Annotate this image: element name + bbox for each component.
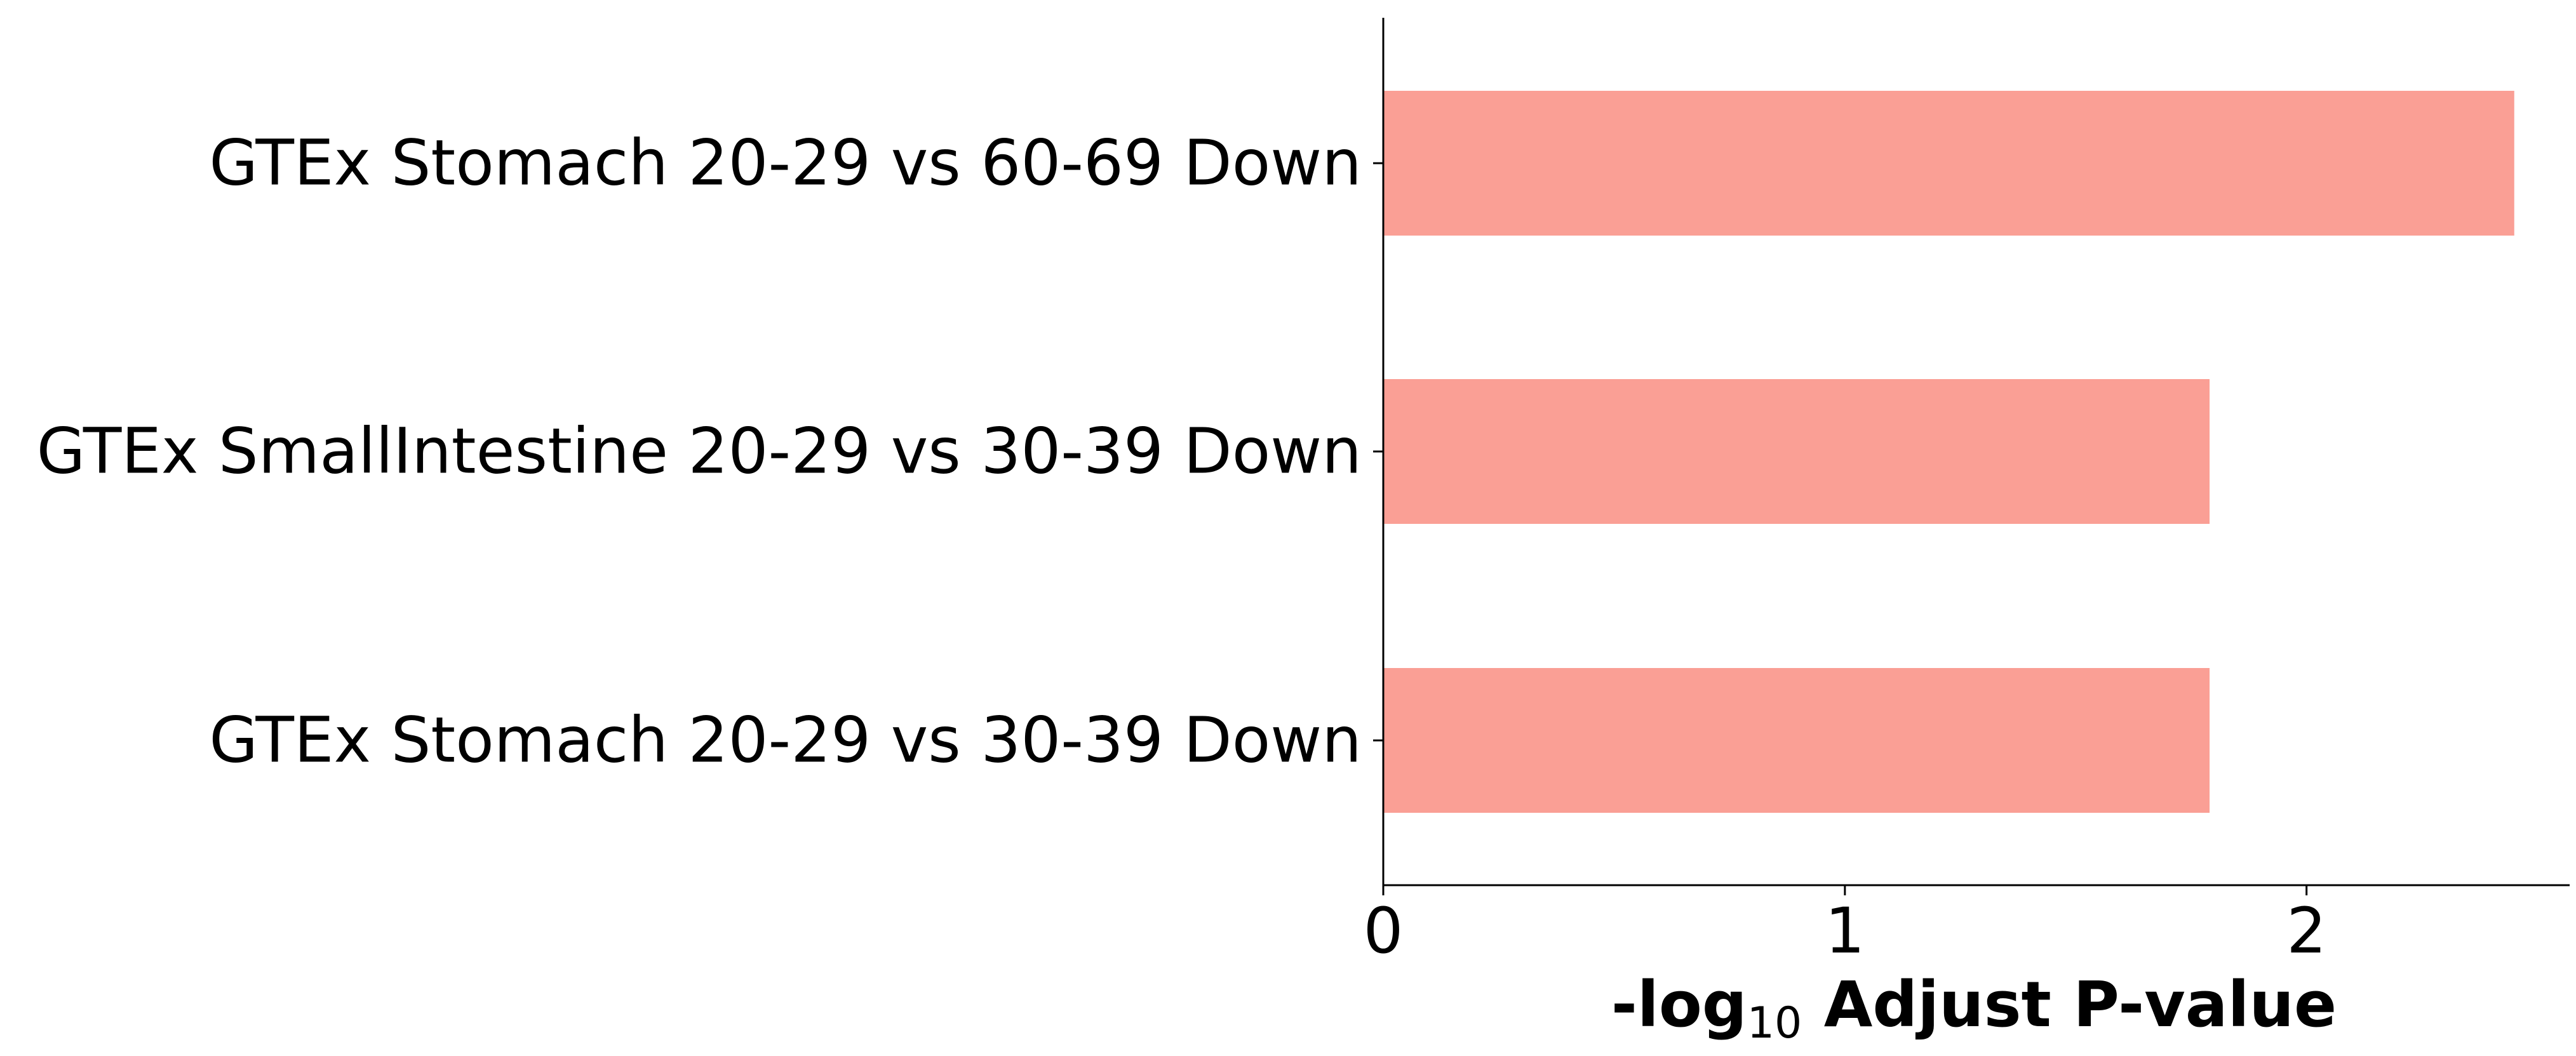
x-tick-label: 1 [1825,895,1865,968]
y-tick-marks [1373,162,1383,742]
bar [1383,668,2210,813]
category-label: GTEx Stomach 20-29 vs 60-69 Down [209,127,1362,200]
x-axis-title-subscript: 10 [1747,998,1802,1048]
x-tick-label: 2 [2286,895,2326,968]
x-axis-title-prefix: -log [1611,968,1747,1041]
category-labels: GTEx Stomach 20-29 vs 60-69 Down GTEx Sm… [37,127,1362,777]
x-axis-title-suffix: Adjust P-value [1802,968,2337,1041]
bars-group [1383,91,2514,813]
bar [1383,91,2514,236]
x-tick-label: 0 [1364,895,1404,968]
bar [1383,379,2210,524]
x-axis-title: -log10 Adjust P-value [1611,968,2337,1048]
x-tick-marks [1382,885,2308,895]
category-label: GTEx SmallIntestine 20-29 vs 30-39 Down [37,415,1362,488]
x-tick-labels: 0 1 2 [1364,895,2327,968]
category-label: GTEx Stomach 20-29 vs 30-39 Down [209,704,1362,777]
